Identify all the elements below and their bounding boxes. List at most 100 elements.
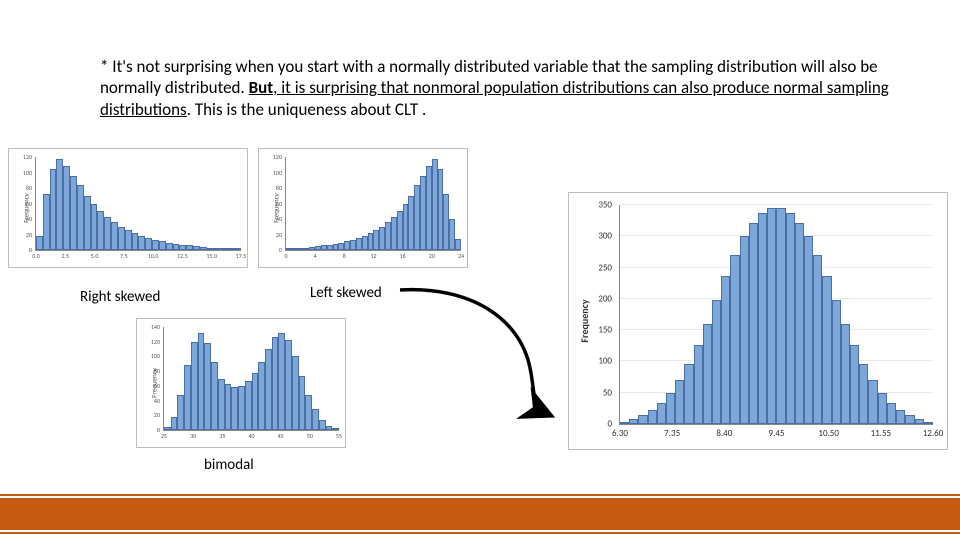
bar bbox=[218, 379, 225, 431]
y-tick: 120 bbox=[264, 153, 282, 161]
bar bbox=[703, 324, 712, 424]
x-tick: 55 bbox=[336, 432, 342, 440]
y-tick: 300 bbox=[582, 231, 612, 242]
y-tick: 200 bbox=[582, 293, 612, 304]
y-tick: 350 bbox=[582, 200, 612, 211]
text-bold: But bbox=[249, 77, 274, 98]
bar bbox=[813, 255, 822, 424]
bar bbox=[332, 428, 339, 430]
plot-area: 020406080100120 0.02.55.07.510.012.515.0… bbox=[35, 157, 241, 251]
bars bbox=[286, 157, 461, 250]
x-tick: 12.60 bbox=[923, 428, 944, 439]
bar bbox=[252, 373, 259, 430]
bar bbox=[638, 415, 647, 424]
bar bbox=[152, 240, 159, 250]
caption-left-skewed: Left skewed bbox=[310, 284, 382, 302]
bar bbox=[841, 324, 850, 424]
bar bbox=[84, 196, 91, 250]
bar bbox=[43, 194, 50, 250]
bar bbox=[684, 364, 693, 424]
bar bbox=[721, 276, 730, 424]
y-ticks: 020406080100120 bbox=[264, 157, 284, 250]
bar bbox=[118, 227, 125, 250]
x-tick: 9.45 bbox=[769, 428, 785, 439]
y-tick: 80 bbox=[14, 184, 32, 192]
y-tick: 80 bbox=[142, 367, 160, 375]
arrow-icon bbox=[380, 278, 580, 438]
x-tick: 45 bbox=[278, 432, 284, 440]
bar bbox=[278, 333, 285, 430]
bar bbox=[227, 248, 234, 250]
x-tick: 0 bbox=[284, 252, 287, 260]
y-tick: 150 bbox=[582, 325, 612, 336]
chart-bimodal: Frequency 020406080100120140 25303540455… bbox=[136, 318, 346, 448]
bar bbox=[822, 276, 831, 424]
y-tick: 20 bbox=[264, 231, 282, 239]
y-tick: 0 bbox=[14, 246, 32, 254]
plot-area: 020406080100120 04812162024 bbox=[285, 157, 461, 251]
bar bbox=[629, 419, 638, 424]
bar bbox=[186, 245, 193, 250]
bar bbox=[91, 204, 98, 251]
y-ticks: 020406080100120140 bbox=[142, 327, 162, 430]
bar bbox=[878, 393, 887, 424]
y-tick: 0 bbox=[142, 426, 160, 434]
y-tick: 100 bbox=[14, 169, 32, 177]
bar bbox=[786, 213, 795, 424]
x-tick: 50 bbox=[307, 432, 313, 440]
caption-right-skewed: Right skewed bbox=[80, 288, 160, 306]
x-ticks: 04812162024 bbox=[286, 252, 461, 262]
bar bbox=[193, 246, 200, 250]
footer-bar bbox=[0, 498, 960, 530]
x-tick: 16 bbox=[400, 252, 406, 260]
chart-normal: Frequency 050100150200250300350 6.307.35… bbox=[568, 192, 948, 450]
bars bbox=[164, 327, 339, 430]
bar bbox=[132, 233, 139, 250]
x-tick: 35 bbox=[219, 432, 225, 440]
y-tick: 40 bbox=[14, 215, 32, 223]
bar bbox=[50, 169, 57, 250]
bar bbox=[200, 247, 207, 250]
footer-line-top bbox=[0, 494, 960, 496]
bar bbox=[166, 243, 173, 250]
y-tick: 40 bbox=[264, 215, 282, 223]
bars bbox=[36, 157, 241, 250]
bar bbox=[214, 248, 221, 250]
y-ticks: 020406080100120 bbox=[14, 157, 34, 250]
y-tick: 0 bbox=[264, 246, 282, 254]
bar bbox=[207, 248, 214, 250]
y-tick: 100 bbox=[264, 169, 282, 177]
x-tick: 5.0 bbox=[91, 252, 99, 260]
x-tick: 24 bbox=[458, 252, 464, 260]
plot-area: 050100150200250300350 6.307.358.409.4510… bbox=[619, 205, 933, 425]
x-ticks: 25303540455055 bbox=[164, 432, 339, 442]
y-tick: 60 bbox=[142, 382, 160, 390]
x-tick: 4 bbox=[314, 252, 317, 260]
x-tick: 8 bbox=[343, 252, 346, 260]
bar bbox=[179, 245, 186, 250]
bar bbox=[225, 384, 232, 430]
chart-right-skewed: Frequency 020406080100120 0.02.55.07.510… bbox=[8, 148, 248, 268]
bar bbox=[272, 337, 279, 430]
bar bbox=[795, 223, 804, 424]
y-tick: 60 bbox=[14, 200, 32, 208]
bar bbox=[850, 345, 859, 424]
y-tick: 250 bbox=[582, 262, 612, 273]
x-tick: 11.55 bbox=[871, 428, 892, 439]
bar bbox=[312, 409, 319, 430]
bar bbox=[285, 340, 292, 430]
y-tick: 50 bbox=[582, 387, 612, 398]
bar bbox=[620, 422, 629, 425]
bar bbox=[915, 419, 924, 424]
y-tick: 60 bbox=[264, 200, 282, 208]
x-tick: 30 bbox=[190, 432, 196, 440]
bar bbox=[97, 211, 104, 250]
bar bbox=[299, 376, 306, 430]
bar bbox=[104, 217, 111, 250]
y-tick: 100 bbox=[582, 356, 612, 367]
bar bbox=[265, 349, 272, 430]
x-tick: 12 bbox=[370, 252, 376, 260]
bar bbox=[730, 255, 739, 424]
bar bbox=[220, 248, 227, 250]
bar bbox=[694, 345, 703, 424]
